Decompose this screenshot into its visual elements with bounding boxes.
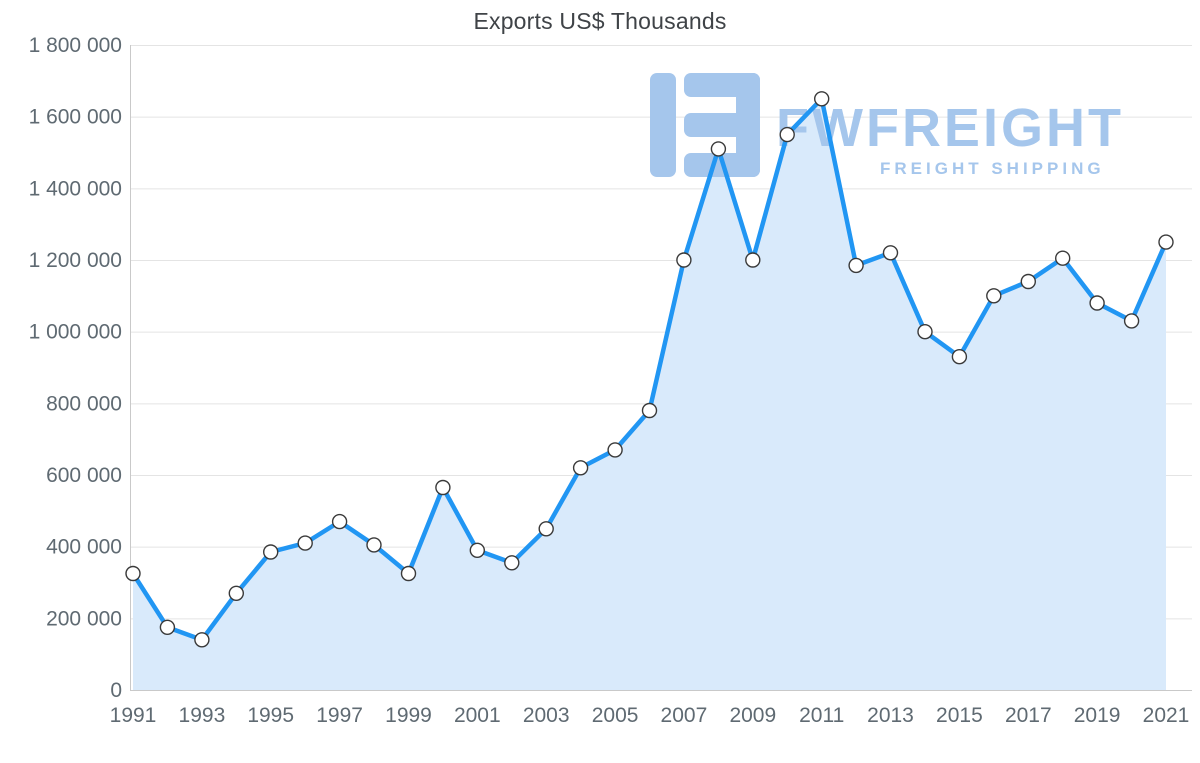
x-tick-label: 2013 — [867, 704, 914, 727]
data-points — [125, 91, 1174, 648]
data-point-1997[interactable] — [331, 513, 348, 530]
x-axis-labels: 1991 1993 1995 1997 1999 2001 2003 2005 2007 2009… — [110, 704, 1190, 727]
data-point-2018[interactable] — [1054, 250, 1071, 266]
data-point-1996[interactable] — [297, 535, 313, 551]
y-axis-labels: 0 200 000 400 000 600 000 800 000 1 000 000 1 … — [29, 34, 122, 702]
data-point-2004[interactable] — [572, 460, 589, 476]
data-point-2011[interactable] — [814, 91, 830, 107]
x-tick-label: 1999 — [385, 704, 432, 727]
data-point-1994[interactable] — [228, 585, 245, 601]
x-tick-label: 1995 — [247, 704, 294, 727]
data-point-2015[interactable] — [951, 349, 968, 365]
data-point-2002[interactable] — [504, 555, 520, 571]
data-point-2001[interactable] — [469, 542, 485, 558]
y-tick-label: 1 200 000 — [29, 249, 122, 272]
data-point-2020[interactable] — [1123, 313, 1140, 329]
y-tick-label: 200 000 — [46, 607, 122, 630]
y-tick-label: 1 000 000 — [29, 321, 122, 344]
data-point-2019[interactable] — [1089, 295, 1105, 311]
watermark-tagline-text: FREIGHT SHIPPING — [880, 159, 1105, 178]
y-tick-label: 400 000 — [46, 536, 122, 559]
x-tick-label: 2015 — [936, 704, 983, 727]
x-tick-label: 2009 — [729, 704, 776, 727]
y-tick-label: 1 800 000 — [29, 34, 122, 57]
data-point-2009[interactable] — [745, 252, 761, 268]
y-tick-label: 1 600 000 — [29, 106, 122, 129]
data-point-1998[interactable] — [366, 537, 382, 553]
data-point-2000[interactable] — [435, 479, 451, 496]
x-tick-label: 1993 — [179, 704, 226, 727]
y-tick-label: 1 400 000 — [29, 177, 122, 200]
data-point-2021[interactable] — [1158, 234, 1174, 250]
x-tick-label: 2005 — [592, 704, 639, 727]
data-point-1991[interactable] — [125, 565, 141, 582]
x-tick-label: 2007 — [661, 704, 708, 727]
x-tick-label: 2019 — [1074, 704, 1121, 727]
x-tick-label: 2011 — [799, 704, 844, 727]
data-point-2016[interactable] — [986, 288, 1002, 304]
data-point-2003[interactable] — [538, 521, 554, 537]
data-point-1992[interactable] — [159, 619, 176, 635]
data-point-2017[interactable] — [1020, 273, 1037, 290]
data-point-2007[interactable] — [676, 252, 692, 268]
area-fill — [133, 98, 1166, 691]
data-point-2008[interactable] — [710, 141, 727, 157]
y-tick-label: 0 — [110, 679, 122, 702]
x-tick-label: 2001 — [454, 704, 501, 727]
watermark-logo-icon — [650, 73, 760, 177]
y-tick-label: 800 000 — [46, 392, 122, 415]
data-point-1999[interactable] — [400, 565, 417, 582]
data-point-1993[interactable] — [194, 632, 210, 648]
x-tick-label: 1991 — [110, 704, 157, 727]
x-tick-label: 2003 — [523, 704, 570, 727]
data-point-2006[interactable] — [641, 402, 658, 419]
data-point-2010[interactable] — [779, 126, 795, 143]
data-point-1995[interactable] — [263, 544, 279, 560]
x-tick-label: 2021 — [1143, 704, 1190, 727]
data-point-2013[interactable] — [882, 245, 899, 261]
x-tick-label: 2017 — [1005, 704, 1052, 727]
chart-title: Exports US$ Thousands — [473, 8, 727, 34]
x-tick-label: 1997 — [316, 704, 363, 727]
data-point-2012[interactable] — [848, 257, 864, 274]
y-tick-label: 600 000 — [46, 464, 122, 487]
data-point-2005[interactable] — [607, 442, 623, 458]
data-point-2014[interactable] — [917, 324, 933, 340]
